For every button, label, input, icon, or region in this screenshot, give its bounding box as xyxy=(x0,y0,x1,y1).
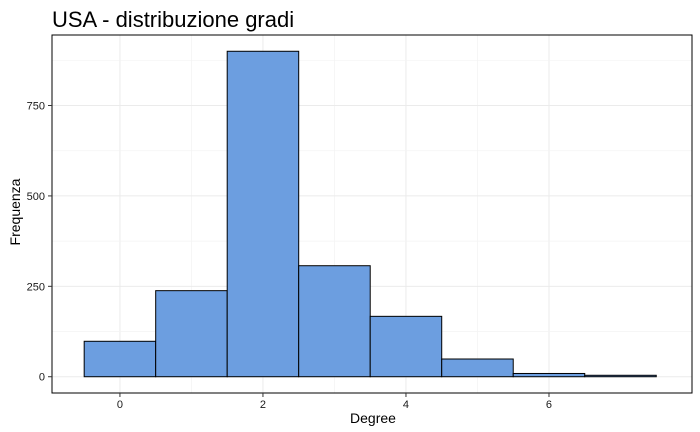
y-axis-ticks: 0 250 500 750 xyxy=(27,101,52,384)
x-axis-ticks: 0 2 4 6 xyxy=(117,393,552,411)
x-tick-label: 2 xyxy=(260,399,266,411)
histogram-bar xyxy=(226,50,300,378)
y-tick-label: 750 xyxy=(27,101,45,113)
bars xyxy=(83,50,657,378)
histogram-bar xyxy=(584,374,657,378)
panel-border xyxy=(51,34,693,394)
y-tick-label: 0 xyxy=(39,372,45,384)
y-tick-label: 500 xyxy=(27,191,45,203)
x-tick-label: 6 xyxy=(546,399,552,411)
chart-title: USA - distribuzione gradi xyxy=(52,7,294,32)
histogram-bar xyxy=(83,340,157,378)
x-tick-label: 0 xyxy=(117,399,123,411)
histogram-bar xyxy=(155,290,228,378)
histogram-bar xyxy=(369,315,443,378)
histogram-bar xyxy=(441,358,514,378)
x-tick-label: 4 xyxy=(403,399,409,411)
y-tick-label: 250 xyxy=(27,281,45,293)
histogram-bar xyxy=(298,265,371,378)
x-axis-title: Degree xyxy=(350,410,396,426)
y-axis-title: Frequenza xyxy=(7,178,23,245)
grid xyxy=(52,35,692,393)
histogram-bar xyxy=(512,372,586,378)
